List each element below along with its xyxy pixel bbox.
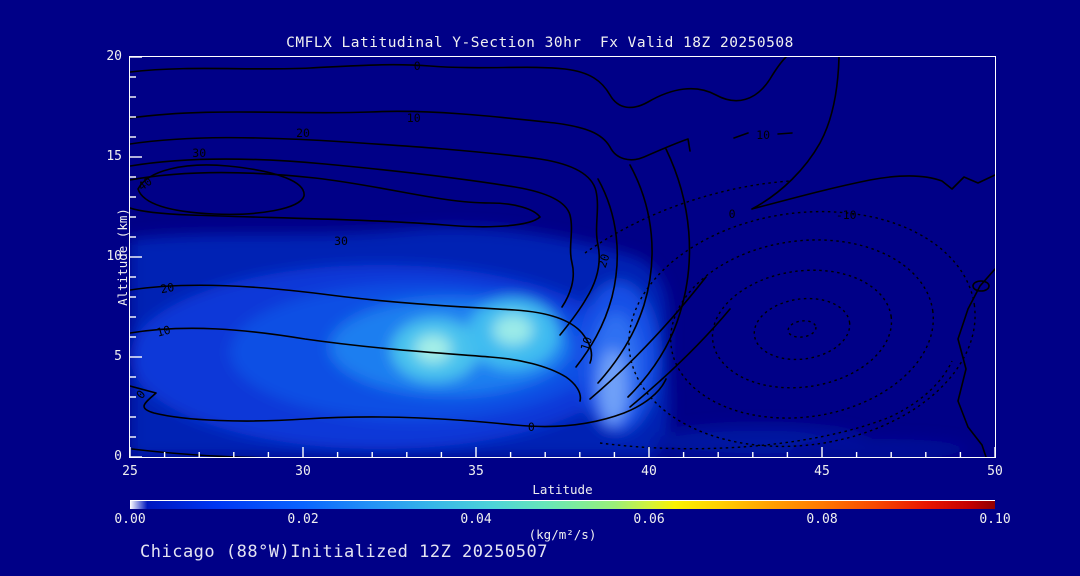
x-tick-label: 45 (814, 464, 830, 479)
shaded-field (130, 227, 970, 457)
contour-label: 10 (407, 111, 421, 125)
colorbar-tick-label: 0.02 (287, 512, 319, 527)
contour-line (957, 268, 995, 457)
contour-label: 10 (756, 128, 770, 142)
contour-line (137, 164, 305, 216)
axis-ticks (130, 57, 995, 457)
contour-label: 0 (528, 420, 535, 434)
footer-text: Chicago (88°W)Initialized 12Z 20250507 (140, 542, 548, 562)
contour-label: -10 (836, 208, 857, 222)
x-tick-label: 50 (987, 464, 1003, 479)
contour-label: 10 (155, 323, 172, 340)
colorbar-tick-label: 0.00 (114, 512, 146, 527)
contour-line (131, 448, 268, 457)
colorbar (130, 500, 995, 509)
colorbar-units-label: (kg/m²/s) (528, 527, 597, 542)
contour-label: 20 (296, 126, 310, 140)
contour-line (733, 132, 793, 139)
colorbar-tick-label: 0.04 (460, 512, 492, 527)
colorbar-tick-label: 0.10 (979, 512, 1011, 527)
contour-line (575, 178, 619, 368)
contour-label: 30 (334, 234, 348, 248)
contour-line (130, 110, 691, 161)
contour-label: 30 (192, 146, 206, 160)
contour-label: 20 (595, 252, 613, 270)
contour-line (753, 297, 851, 361)
contour-line (628, 210, 976, 448)
y-tick-label: 0 (114, 449, 122, 464)
contour-line (130, 171, 541, 228)
contour-line (597, 164, 653, 384)
contour-label: 0 (729, 207, 736, 221)
contour-line (130, 327, 582, 402)
colorbar-tick-label: 0.06 (633, 512, 665, 527)
contour-label: 0 (414, 59, 421, 73)
contour-line (629, 308, 731, 408)
contour-line (130, 57, 787, 109)
contour-label: 20 (159, 280, 175, 296)
y-tick-label: 5 (114, 349, 122, 364)
contour-line (130, 136, 601, 336)
contour-label: 10 (578, 335, 596, 353)
y-axis-label: Altitude (km) (114, 208, 130, 306)
contour-line (711, 269, 893, 389)
y-tick-label: 10 (106, 249, 122, 264)
contour-line (751, 57, 995, 210)
contour-label: 40 (135, 174, 154, 193)
x-tick-label: 25 (122, 464, 138, 479)
contour-line (670, 239, 934, 419)
y-tick-label: 15 (106, 149, 122, 164)
contour-lines-dashed (584, 180, 976, 450)
contour-lines-solid (130, 57, 995, 457)
x-axis-label: Latitude (532, 482, 593, 497)
plot-area: 0 0 10 10 20 30 40 30 20 10 20 10 0 0 -10 (129, 56, 996, 458)
contour-line (130, 284, 593, 364)
y-tick-label: 20 (106, 49, 122, 64)
contour-line (599, 360, 953, 450)
contour-line (787, 320, 817, 338)
colorbar-tick-label: 0.08 (806, 512, 838, 527)
x-tick-label: 35 (468, 464, 484, 479)
contour-line (130, 158, 575, 308)
contour-line (589, 276, 707, 400)
contour-line (130, 378, 667, 428)
x-tick-label: 40 (641, 464, 657, 479)
chart-title: CMFLX Latitudinal Y-Section 30hr Fx Vali… (286, 35, 794, 51)
contour-line (972, 280, 990, 292)
x-tick-label: 30 (295, 464, 311, 479)
